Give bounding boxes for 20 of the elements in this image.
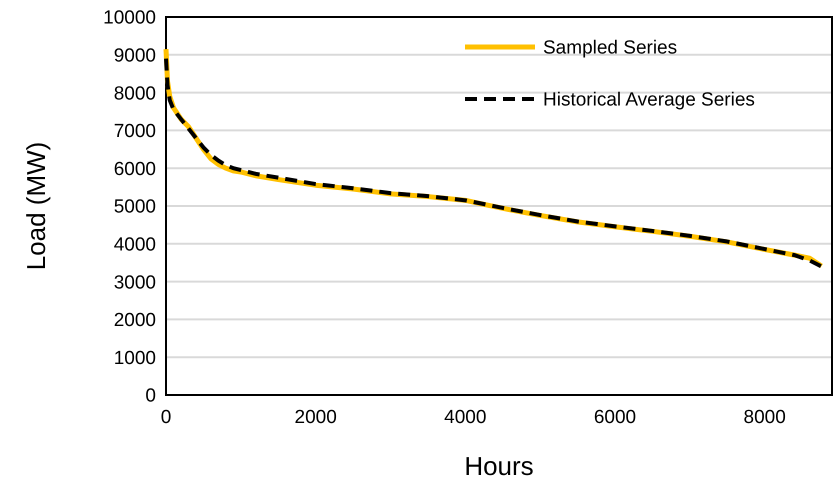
y-tick-label: 2000 <box>114 310 156 332</box>
y-tick-label: 10000 <box>103 8 156 29</box>
x-axis-title: Hours <box>464 451 534 481</box>
y-tick-label: 1000 <box>114 348 156 369</box>
x-tick-label: 4000 <box>444 407 486 428</box>
y-tick-label: 4000 <box>114 234 156 256</box>
x-tick-label: 2000 <box>294 407 337 428</box>
y-tick-label: 6000 <box>114 158 156 180</box>
y-tick-label: 9000 <box>114 45 156 66</box>
y-axis-title: Load (MW) <box>21 142 51 270</box>
y-tick-label: 0 <box>145 386 156 407</box>
y-tick-label: 8000 <box>114 83 156 104</box>
x-tick-label: 0 <box>160 407 172 428</box>
y-tick-label: 5000 <box>114 196 156 218</box>
y-tick-label: 3000 <box>114 272 156 294</box>
y-tick-label: 7000 <box>114 121 156 142</box>
legend-label: Sampled Series <box>543 38 678 59</box>
legend-label: Historical Average Series <box>543 90 755 111</box>
x-tick-label: 6000 <box>594 407 636 428</box>
x-tick-label: 8000 <box>744 407 786 428</box>
